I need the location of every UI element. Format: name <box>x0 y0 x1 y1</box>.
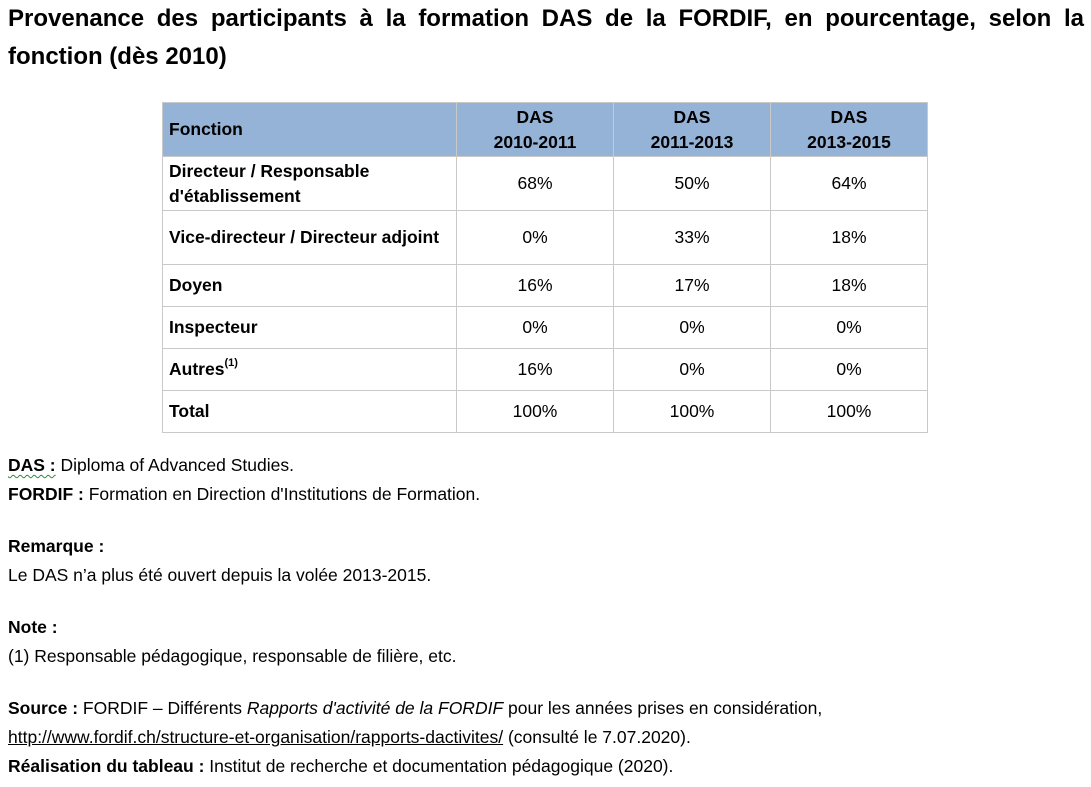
table-row: Directeur / Responsable d'établissement … <box>162 156 928 211</box>
table-row: Vice-directeur / Directeur adjoint 0% 33… <box>162 210 928 265</box>
header-period: 2011-2013 <box>650 131 734 152</box>
table-cell: 0% <box>613 348 771 391</box>
header-das-2010-2011: DAS 2010-2011 <box>456 102 614 157</box>
spacer <box>8 590 1084 613</box>
das-definition: DAS : Diploma of Advanced Studies. <box>8 451 1084 480</box>
header-das-2013-2015: DAS 2013-2015 <box>770 102 928 157</box>
row-label: Vice-directeur / Directeur adjoint <box>162 210 457 265</box>
note-text: (1) Responsable pédagogique, responsable… <box>8 646 457 666</box>
table-row: Autres(1) 16% 0% 0% <box>162 348 928 391</box>
table-cell: 18% <box>770 210 928 265</box>
source-title: Rapports d'activité de la FORDIF <box>246 698 504 718</box>
remarque-text: Le DAS n’a plus été ouvert depuis la vol… <box>8 565 432 585</box>
table-cell: 16% <box>456 348 614 391</box>
table-cell: 68% <box>456 156 614 211</box>
row-label: Total <box>162 390 457 433</box>
header-period: 2010-2011 <box>493 131 577 152</box>
source-link-line: http://www.fordif.ch/structure-et-organi… <box>8 723 1084 752</box>
header-das-label: DAS <box>830 106 868 127</box>
table-cell: 64% <box>770 156 928 211</box>
row-label: Autres(1) <box>162 348 457 391</box>
row-label: Inspecteur <box>162 306 457 349</box>
header-das-label: DAS <box>516 106 554 127</box>
fordif-term: FORDIF : <box>8 484 84 504</box>
source-label: Source : <box>8 698 79 718</box>
table-cell: 0% <box>613 306 771 349</box>
table-row: Inspecteur 0% 0% 0% <box>162 306 928 349</box>
table-cell: 0% <box>456 210 614 265</box>
header-period: 2013-2015 <box>807 131 891 152</box>
table-cell: 0% <box>770 306 928 349</box>
table-cell: 0% <box>770 348 928 391</box>
das-text: Diploma of Advanced Studies. <box>55 455 294 475</box>
table-header-row: Fonction DAS 2010-2011 DAS 2011-2013 DAS… <box>162 102 928 157</box>
notes-section: DAS : Diploma of Advanced Studies. FORDI… <box>8 451 1084 781</box>
row-label-text: Autres <box>169 359 225 379</box>
das-term: DAS : <box>8 455 56 475</box>
page-title: Provenance des participants à la formati… <box>8 5 1084 70</box>
remarque-heading: Remarque : <box>8 536 105 556</box>
row-label: Doyen <box>162 264 457 307</box>
source-link[interactable]: http://www.fordif.ch/structure-et-organi… <box>8 727 504 747</box>
table-cell: 0% <box>456 306 614 349</box>
table-cell: 50% <box>613 156 771 211</box>
table-cell: 100% <box>456 390 614 433</box>
spacer <box>8 671 1084 694</box>
realisation-text: Institut de recherche et documentation p… <box>204 756 674 776</box>
table-cell: 100% <box>613 390 771 433</box>
header-das-2011-2013: DAS 2011-2013 <box>613 102 771 157</box>
spacer <box>8 509 1084 532</box>
realisation-label: Réalisation du tableau : <box>8 756 205 776</box>
table-cell: 33% <box>613 210 771 265</box>
header-das-label: DAS <box>673 106 711 127</box>
fordif-text: Formation en Direction d'Institutions de… <box>83 484 481 504</box>
source-text-cont: pour les années prises en considération, <box>503 698 823 718</box>
table-cell: 18% <box>770 264 928 307</box>
table-cell: 16% <box>456 264 614 307</box>
note-heading: Note : <box>8 617 58 637</box>
participants-table: Fonction DAS 2010-2011 DAS 2011-2013 DAS… <box>162 102 928 433</box>
realisation-line: Réalisation du tableau : Institut de rec… <box>8 752 1084 781</box>
source-consulted: (consulté le 7.07.2020). <box>503 727 691 747</box>
table-cell: 100% <box>770 390 928 433</box>
header-fonction: Fonction <box>162 102 457 157</box>
table-row-total: Total 100% 100% 100% <box>162 390 928 433</box>
source-line: Source : FORDIF – Différents Rapports d'… <box>8 694 1084 723</box>
fordif-definition: FORDIF : Formation en Direction d'Instit… <box>8 480 1084 509</box>
row-label: Directeur / Responsable d'établissement <box>162 156 457 211</box>
footnote-ref: (1) <box>224 357 238 370</box>
table-cell: 17% <box>613 264 771 307</box>
table-row: Doyen 16% 17% 18% <box>162 264 928 307</box>
source-text: FORDIF – Différents <box>78 698 247 718</box>
